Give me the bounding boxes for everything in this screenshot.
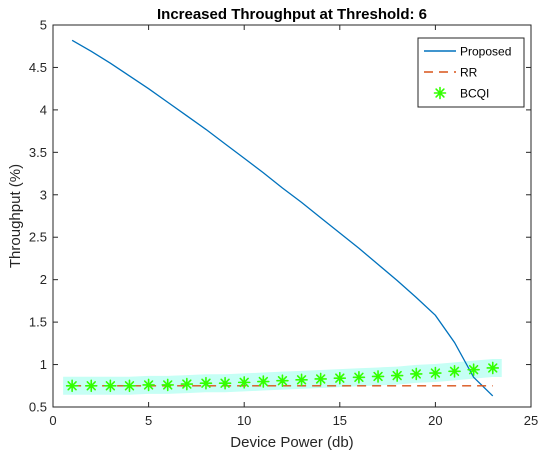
- legend-proposed-label: Proposed: [460, 45, 511, 59]
- chart-title: Increased Throughput at Threshold: 6: [157, 6, 427, 23]
- x-tick-label: 10: [237, 413, 251, 428]
- proposed-series-line: [71, 39, 494, 397]
- bcqi-marker: [276, 374, 289, 387]
- legend-rr-label: RR: [460, 66, 478, 80]
- x-tick-label: 5: [145, 413, 152, 428]
- y-tick-label: 4.5: [29, 60, 47, 75]
- legend-box: [417, 37, 525, 108]
- bcqi-marker: [161, 378, 175, 392]
- bcqi-marker: [295, 373, 308, 387]
- bcqi-marker: [486, 361, 500, 375]
- x-tick-label: 20: [428, 413, 442, 428]
- bcqi-marker: [180, 377, 194, 391]
- y-tick-label: 1.5: [29, 315, 47, 330]
- bcqi-marker: [409, 367, 423, 381]
- x-axis-label: Device Power (db): [230, 434, 353, 451]
- bcqi-marker: [142, 378, 155, 392]
- x-tick-label: 25: [524, 413, 538, 428]
- bcqi-marker: [65, 379, 79, 393]
- bcqi-marker: [390, 369, 404, 382]
- x-tick-label: 15: [333, 413, 347, 428]
- y-tick-label: 2.5: [29, 230, 47, 245]
- legend-bcqi-marker: [433, 86, 447, 100]
- y-axis-label: Throughput (%): [7, 164, 24, 268]
- y-tick-label: 5: [40, 18, 47, 33]
- y-tick-label: 3: [40, 187, 47, 202]
- bcqi-marker: [237, 376, 251, 389]
- bcqi-marker: [123, 379, 136, 393]
- y-tick-label: 0.5: [29, 400, 47, 415]
- bcqi-marker: [257, 375, 270, 388]
- legend-bcqi-label: BCQI: [460, 87, 489, 101]
- bcqi-marker: [218, 376, 232, 390]
- bcqi-marker: [429, 366, 442, 380]
- legend: Proposed RR BCQI: [417, 37, 525, 108]
- bcqi-marker: [352, 370, 366, 384]
- x-tick-label: 0: [49, 413, 56, 428]
- bcqi-marker: [371, 370, 385, 383]
- y-tick-label: 2: [40, 272, 47, 287]
- bcqi-marker: [467, 363, 480, 376]
- bcqi-marker: [199, 376, 213, 390]
- bcqi-marker: [104, 379, 117, 393]
- bcqi-marker: [314, 372, 327, 386]
- bcqi-marker: [84, 379, 98, 393]
- series-layer: [65, 39, 500, 397]
- y-tick-label: 1: [40, 357, 47, 372]
- axes-layer: 0 5 10 15 20 25 0.5 1 1.5 2 2.5 3 3.5 4 4.5 5: [29, 18, 538, 429]
- bcqi-marker: [333, 371, 347, 385]
- legend-items: Proposed RR BCQI: [424, 45, 511, 101]
- y-tick-label: 3.5: [29, 145, 47, 160]
- y-tick-label: 4: [40, 102, 47, 117]
- bcqi-marker: [448, 365, 461, 378]
